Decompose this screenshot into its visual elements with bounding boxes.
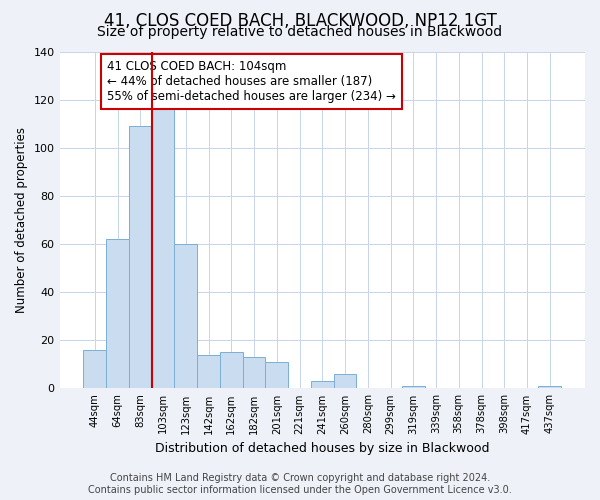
Bar	[265, 362, 288, 388]
Bar	[197, 354, 220, 388]
Bar	[106, 239, 129, 388]
Text: Contains HM Land Registry data © Crown copyright and database right 2024.
Contai: Contains HM Land Registry data © Crown c…	[88, 474, 512, 495]
Bar	[152, 107, 175, 388]
Text: 41, CLOS COED BACH, BLACKWOOD, NP12 1GT: 41, CLOS COED BACH, BLACKWOOD, NP12 1GT	[104, 12, 496, 30]
Y-axis label: Number of detached properties: Number of detached properties	[15, 127, 28, 313]
Bar	[129, 126, 152, 388]
Bar	[311, 381, 334, 388]
Bar	[175, 244, 197, 388]
Bar	[242, 357, 265, 388]
X-axis label: Distribution of detached houses by size in Blackwood: Distribution of detached houses by size …	[155, 442, 490, 455]
Bar	[402, 386, 425, 388]
Text: Size of property relative to detached houses in Blackwood: Size of property relative to detached ho…	[97, 25, 503, 39]
Text: 41 CLOS COED BACH: 104sqm
← 44% of detached houses are smaller (187)
55% of semi: 41 CLOS COED BACH: 104sqm ← 44% of detac…	[107, 60, 396, 103]
Bar	[83, 350, 106, 389]
Bar	[538, 386, 561, 388]
Bar	[220, 352, 242, 388]
Bar	[334, 374, 356, 388]
